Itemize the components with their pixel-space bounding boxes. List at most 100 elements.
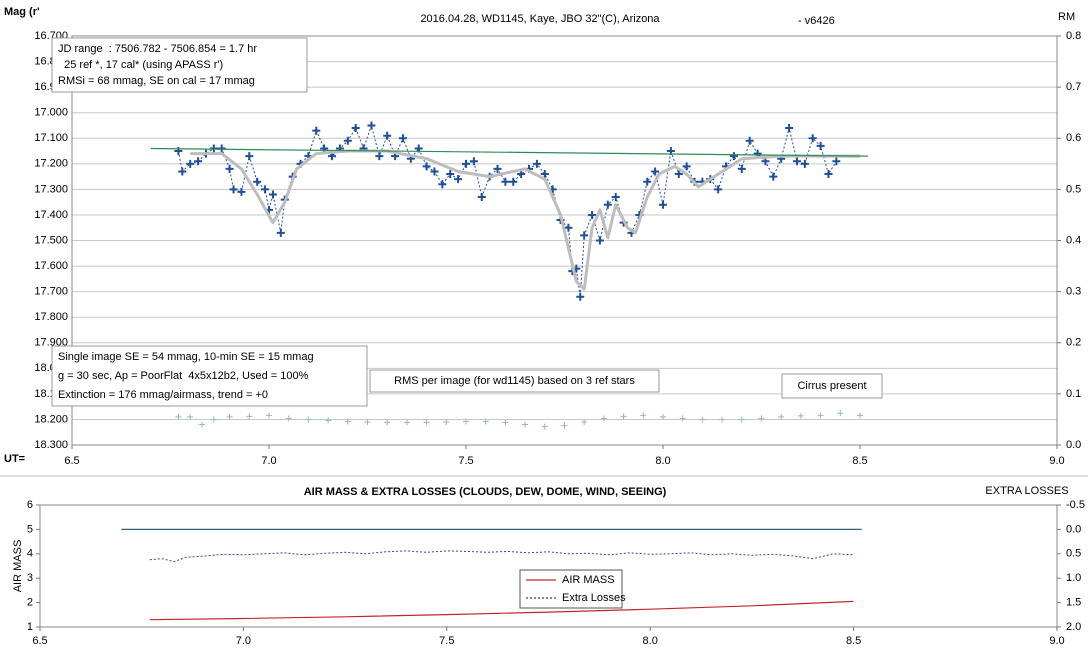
y-tick-label: 17.700: [34, 286, 68, 298]
data-point: [276, 228, 285, 237]
annotation-text: g = 30 sec, Ap = PoorFlat 4x5x12b2, Used…: [58, 370, 309, 382]
data-point: [532, 159, 541, 168]
x-tick-label: 8.0: [655, 455, 670, 467]
annotation-text: RMSi = 68 mmag, SE on cal = 17 mmag: [58, 75, 255, 87]
chart-title: 2016.04.28, WD1145, Kaye, JBO 32"(C), Ar…: [420, 13, 660, 25]
data-point: [403, 419, 410, 426]
y-tick-label: 4: [27, 548, 33, 560]
data-point: [737, 164, 746, 173]
annotation-box: [51, 37, 308, 93]
data-point: [816, 141, 825, 150]
data-point: [522, 421, 529, 428]
data-point: [199, 421, 206, 428]
data-point: [344, 418, 351, 425]
data-point: [383, 131, 392, 140]
data-point: [808, 134, 817, 143]
data-point: [482, 418, 489, 425]
legend-label: Extra Losses: [562, 592, 626, 604]
data-point: [611, 193, 620, 202]
data-point: [659, 200, 667, 209]
data-point: [178, 167, 187, 176]
y-tick-label: 17.800: [34, 311, 68, 323]
chart-title: AIR MASS & EXTRA LOSSES (CLOUDS, DEW, DO…: [304, 486, 667, 498]
y-tick-label: 17.600: [34, 260, 68, 272]
y-axis-label: AIR MASS: [12, 540, 24, 593]
data-point: [253, 177, 262, 186]
y-tick-label: 1: [27, 621, 33, 633]
data-point: [719, 416, 726, 423]
y2-tick-label: 0.5: [1066, 548, 1081, 560]
data-point: [443, 418, 450, 425]
annotation-box: [781, 373, 883, 399]
data-point: [832, 157, 841, 166]
data-point: [660, 413, 666, 420]
y-tick-label: 17.100: [34, 132, 68, 144]
y2-tick-label: 1.5: [1066, 597, 1081, 609]
data-point: [643, 177, 652, 186]
data-point: [261, 185, 270, 194]
data-point: [194, 157, 203, 166]
data-point: [501, 177, 510, 186]
data-point: [285, 415, 292, 422]
data-point: [446, 170, 455, 179]
x-tick-label: 7.0: [261, 455, 276, 467]
data-point: [305, 416, 312, 423]
x-tick-label: 8.0: [643, 635, 658, 647]
y-axis-label: Mag (r': [4, 6, 40, 18]
y-tick-label: 17.200: [34, 158, 68, 170]
legend-label: AIR MASS: [562, 574, 615, 586]
data-point: [175, 413, 182, 420]
data-point: [674, 170, 683, 179]
x-tick-label: 9.0: [1049, 635, 1064, 647]
data-point: [857, 412, 863, 419]
data-point: [367, 121, 376, 130]
y-tick-label: 17.300: [34, 183, 68, 195]
annotation-box: [51, 345, 368, 407]
x-tick-label: 7.0: [236, 635, 251, 647]
data-point: [320, 144, 329, 153]
data-point: [502, 419, 509, 426]
data-point: [477, 193, 486, 202]
y2-tick-label: 0.3: [1066, 286, 1081, 298]
data-point: [800, 159, 809, 168]
x-tick-label: 6.5: [32, 635, 47, 647]
data-point: [541, 423, 548, 430]
x-tick-label: 7.5: [439, 635, 454, 647]
data-point: [237, 187, 246, 196]
data-point: [225, 164, 234, 173]
data-point: [463, 418, 469, 425]
data-point: [603, 200, 612, 209]
x-tick-label: 8.5: [852, 455, 867, 467]
y-tick-label: 18.300: [34, 439, 68, 451]
data-point: [454, 175, 463, 184]
x-tick-label: 9.0: [1049, 455, 1064, 467]
data-point: [209, 144, 218, 153]
data-point: [792, 157, 801, 166]
data-point: [588, 210, 597, 219]
y-tick-label: 3: [27, 572, 33, 584]
data-point: [364, 418, 371, 425]
y2-tick-label: 0.5: [1066, 183, 1081, 195]
chart-subtitle: - v6426: [798, 15, 835, 27]
data-point: [837, 410, 844, 417]
plot-frame: [71, 35, 1058, 446]
data-point: [245, 152, 254, 161]
data-point: [640, 412, 647, 419]
data-point: [682, 162, 691, 171]
data-point: [268, 190, 277, 199]
data-point: [469, 157, 478, 166]
data-point: [226, 413, 233, 420]
y2-tick-label: 0.0: [1066, 523, 1081, 535]
data-point: [312, 126, 321, 135]
y-tick-label: 18.200: [34, 413, 68, 425]
data-point: [758, 415, 765, 422]
y2-tick-label: 1.0: [1066, 572, 1081, 584]
data-point: [595, 236, 604, 245]
data-point: [778, 413, 785, 420]
data-point: [651, 167, 660, 176]
data-point: [785, 124, 794, 133]
series-line: [149, 600, 854, 621]
y-tick-label: 17.500: [34, 234, 68, 246]
y2-tick-label: 0.4: [1066, 234, 1081, 246]
